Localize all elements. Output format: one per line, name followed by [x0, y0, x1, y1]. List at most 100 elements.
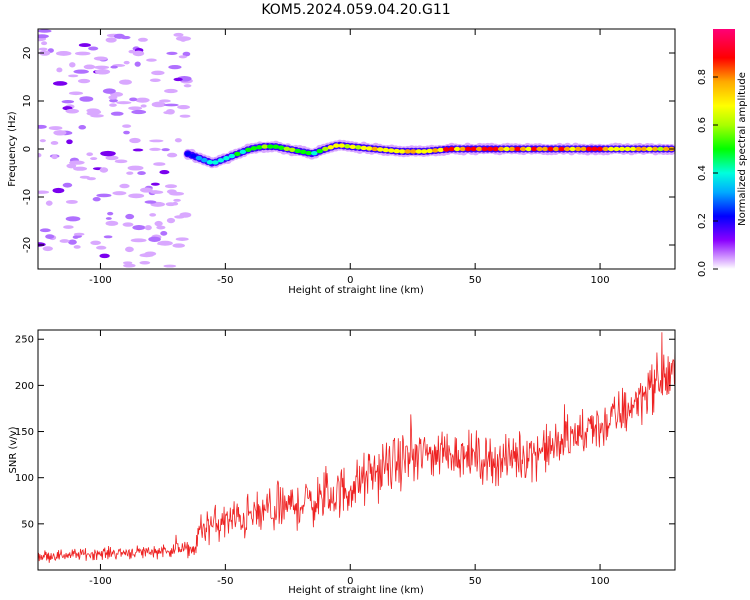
- ridge-core: [486, 146, 494, 152]
- noise-blob: [163, 264, 177, 268]
- noise-blob: [110, 111, 124, 116]
- ridge-core: [184, 151, 192, 156]
- colorbar-tick-label: 0.6: [697, 117, 708, 133]
- noise-blob: [45, 234, 55, 240]
- x-tick-label: 50: [469, 275, 482, 286]
- ridge-core: [596, 146, 604, 152]
- colorbar-ticks: 0.0 0.2 0.4 0.6 0.8: [697, 69, 718, 277]
- x-tick-label: -100: [89, 275, 112, 286]
- noise-blob: [128, 193, 145, 199]
- noise-blob: [171, 201, 179, 206]
- noise-blob: [105, 155, 119, 161]
- colorbar-tick-label: 0.0: [697, 261, 708, 277]
- noise-blob: [83, 64, 96, 70]
- ridge-core: [344, 144, 351, 149]
- ridge-core: [311, 151, 318, 156]
- noise-blob: [38, 124, 47, 129]
- colorbar: 0.0 0.2 0.4 0.6 0.8 Normalized spectral ampl…: [697, 29, 748, 277]
- noise-blob: [100, 150, 116, 157]
- noise-blob: [174, 138, 182, 143]
- noise-blob: [144, 200, 157, 204]
- ridge-core: [228, 153, 236, 159]
- noise-blob: [92, 196, 101, 202]
- ridge-core: [574, 146, 582, 152]
- ridge-core: [426, 148, 433, 154]
- noise-blob: [123, 60, 130, 65]
- noise-blob: [114, 159, 128, 164]
- noise-blob: [78, 43, 91, 48]
- noise-blob: [68, 239, 77, 245]
- noise-blob: [73, 166, 88, 171]
- noise-blob: [151, 101, 166, 108]
- ridge-core: [558, 146, 565, 152]
- noise-blob: [73, 69, 89, 74]
- noise-blob: [39, 139, 46, 143]
- ridge-core: [283, 146, 291, 152]
- noise-blob: [183, 84, 192, 88]
- ridge-core: [250, 146, 258, 151]
- snr-panel: -100 -50 0 50 100 50 100 150 200 250 Height of s…: [8, 329, 676, 596]
- ridge-core: [245, 147, 252, 152]
- noise-blob: [166, 51, 178, 55]
- noise-blob: [132, 224, 146, 231]
- noise-blob: [93, 65, 110, 70]
- ridge-core: [217, 158, 225, 163]
- noise-blob: [123, 130, 130, 135]
- noise-blob: [146, 58, 157, 62]
- ridge-core: [481, 146, 488, 152]
- ridge-core: [234, 151, 241, 157]
- ridge-core: [212, 160, 219, 165]
- ridge-core: [300, 149, 307, 155]
- ridge-core: [541, 146, 549, 152]
- ridge-core: [333, 143, 340, 148]
- snr-y-axis: 50 100 150 200 250: [15, 335, 675, 530]
- figure-title: KOM5.2024.059.04.20.G11: [261, 2, 450, 18]
- noise-blob: [55, 51, 72, 56]
- noise-blob: [149, 78, 161, 83]
- noise-blob: [38, 242, 46, 247]
- ridge-core: [591, 146, 598, 152]
- noise-blob: [163, 103, 179, 107]
- y-tick-label: 250: [15, 335, 34, 346]
- noise-blob: [69, 62, 76, 68]
- ridge-core: [552, 146, 560, 152]
- noise-blob: [132, 50, 145, 57]
- y-tick-label: 150: [15, 427, 34, 438]
- ridge-core: [338, 143, 345, 148]
- ridge-core: [640, 146, 648, 152]
- noise-blob: [149, 139, 164, 143]
- noise-blobs: [38, 29, 193, 268]
- noise-blob: [39, 50, 51, 56]
- ridge-core: [360, 145, 367, 151]
- y-tick-label: 100: [15, 473, 34, 484]
- noise-blob: [128, 106, 143, 111]
- y-tick-label: -20: [22, 237, 33, 253]
- noise-blob: [105, 37, 117, 43]
- noise-blob: [177, 105, 191, 110]
- noise-blob: [53, 130, 67, 136]
- y-tick-label: 50: [21, 519, 34, 530]
- ridge-core: [410, 149, 417, 154]
- noise-blob: [168, 64, 182, 70]
- noise-blob: [65, 108, 80, 114]
- noise-blob: [38, 47, 48, 51]
- noise-blob: [88, 109, 102, 115]
- colorbar-tick-label: 0.4: [697, 165, 708, 181]
- noise-blob: [38, 153, 42, 158]
- noise-blob: [45, 200, 53, 206]
- ridge-core: [377, 147, 384, 152]
- noise-blob: [129, 97, 138, 102]
- ridge-core: [635, 146, 642, 152]
- ridge-core: [585, 146, 593, 152]
- noise-blob: [50, 140, 59, 145]
- snr-frame: [37, 329, 676, 571]
- snr-x-axis: -100 -50 0 50 100: [89, 330, 610, 587]
- ridge-core: [607, 146, 615, 152]
- x-tick-label: 0: [347, 576, 353, 587]
- noise-blob: [156, 225, 166, 230]
- noise-blob: [73, 245, 81, 249]
- noise-blob: [90, 240, 101, 246]
- ridge-core: [190, 153, 197, 159]
- noise-blob: [159, 169, 170, 175]
